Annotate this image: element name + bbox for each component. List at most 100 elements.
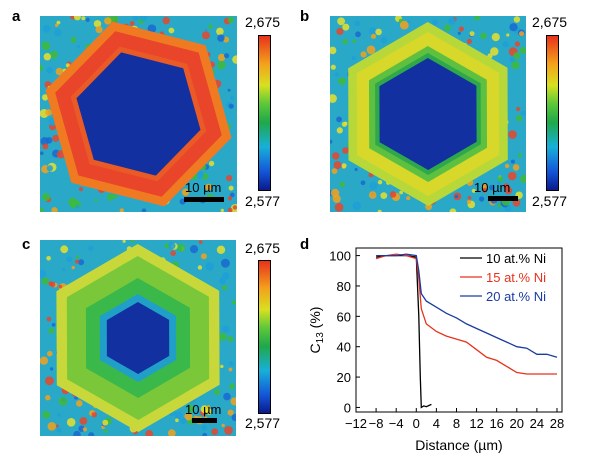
heatmap-speckle <box>141 208 147 212</box>
heatmap-speckle <box>514 41 520 47</box>
heatmap-speckle <box>375 28 382 36</box>
heatmap-speckle <box>220 258 230 268</box>
x-tick-label: 12 <box>469 416 483 431</box>
heatmap-speckle <box>231 300 236 305</box>
heatmap-speckle <box>78 187 84 192</box>
heatmap-speckle <box>466 199 472 204</box>
heatmap-speckle <box>338 77 346 86</box>
x-tick-label: −12 <box>345 416 367 431</box>
heatmap-speckle <box>467 195 472 200</box>
heatmap-speckle <box>216 60 226 70</box>
heatmap-speckle <box>342 38 348 45</box>
heatmap-speckle <box>507 171 517 181</box>
heatmap-speckle <box>509 56 516 63</box>
heatmap-speckle <box>55 23 59 27</box>
heatmap-speckle <box>330 94 337 103</box>
heatmap-speckle <box>337 17 345 26</box>
heatmap-speckle <box>40 269 47 279</box>
heatmap-speckle <box>76 400 83 407</box>
heatmap-speckle <box>79 417 88 425</box>
heatmap-speckle <box>216 245 226 254</box>
scale-bar-a <box>184 197 224 202</box>
heatmap-speckle <box>61 267 66 272</box>
y-axis-label: C13 (%) <box>307 307 326 354</box>
heatmap-speckle <box>232 205 237 210</box>
x-tick-label: −8 <box>369 416 384 431</box>
heatmap-speckle <box>49 367 54 371</box>
heatmap-speckle <box>511 61 520 70</box>
colorbar-b-max: 2,675 <box>532 14 568 30</box>
heatmap-speckle <box>41 277 50 285</box>
heatmap-speckle <box>81 16 86 21</box>
heatmap-speckle <box>220 208 224 212</box>
heatmap-speckle <box>399 190 403 195</box>
heatmap-speckle <box>218 277 227 285</box>
heatmap-core <box>106 302 170 374</box>
heatmap-speckle <box>228 103 234 109</box>
panel-letter-b: b <box>300 8 310 25</box>
x-tick-label: 8 <box>453 416 460 431</box>
colorbar-b <box>546 35 559 191</box>
heatmap-speckle <box>368 27 377 36</box>
heatmap-speckle <box>230 397 236 406</box>
heatmap-speckle <box>458 26 464 32</box>
heatmap-speckle <box>40 64 44 72</box>
scale-label-a: 10 µm <box>185 180 222 195</box>
heatmap-speckle <box>517 153 522 158</box>
heatmap-speckle <box>336 27 344 36</box>
heatmap-core <box>379 58 477 170</box>
heatmap-speckle <box>70 36 77 43</box>
heatmap-speckle <box>227 409 234 416</box>
heatmap-speckle <box>75 259 79 264</box>
heatmap-speckle <box>330 139 333 144</box>
heatmap-speckle <box>184 412 193 421</box>
heatmap-speckle <box>42 94 49 101</box>
heatmap-speckle <box>177 243 185 252</box>
heatmap-speckle <box>228 185 234 191</box>
heatmap-speckle <box>130 240 135 243</box>
scale-label-b: 10 µm <box>474 180 511 195</box>
heatmap-speckle <box>368 191 377 199</box>
heatmap-speckle <box>334 202 344 212</box>
heatmap-speckle <box>444 24 451 32</box>
heatmap-speckle <box>223 392 231 401</box>
heatmap-speckle <box>369 181 378 190</box>
heatmap-speckle <box>432 19 438 26</box>
scale-bar-c <box>192 418 217 423</box>
heatmap-speckle <box>202 432 208 436</box>
heatmap-speckle <box>75 255 80 259</box>
heatmap-speckle <box>138 16 148 22</box>
heatmap-speckle <box>45 376 54 386</box>
heatmap-speckle <box>52 134 60 142</box>
y-tick-label: 100 <box>329 249 351 264</box>
heatmap-speckle <box>330 64 336 70</box>
heatmap-speckle <box>341 121 347 127</box>
heatmap-b <box>330 16 526 212</box>
heatmap-speckle <box>336 116 342 123</box>
heatmap-speckle <box>227 336 234 342</box>
heatmap-speckle <box>228 367 233 372</box>
heatmap-speckle <box>490 47 499 56</box>
x-tick-label: 4 <box>433 416 440 431</box>
heatmap-core <box>76 52 201 176</box>
heatmap-speckle <box>516 106 521 112</box>
heatmap-speckle <box>85 17 90 22</box>
heatmap-speckle <box>40 207 44 212</box>
heatmap-speckle <box>102 419 109 426</box>
heatmap-speckle <box>224 426 233 435</box>
heatmap-speckle <box>509 23 518 32</box>
heatmap-speckle <box>174 411 183 419</box>
heatmap-speckle <box>377 180 383 185</box>
heatmap-speckle <box>201 425 207 431</box>
heatmap-speckle <box>341 163 347 169</box>
heatmap-speckle <box>366 45 376 55</box>
heatmap-speckle <box>175 418 179 423</box>
heatmap-speckle <box>208 24 213 29</box>
heatmap-speckle <box>508 130 517 139</box>
x-tick-label: 28 <box>550 416 564 431</box>
heatmap-speckle <box>42 410 51 419</box>
colorbar-a-min: 2,577 <box>245 193 281 209</box>
heatmap-speckle <box>503 183 510 190</box>
panel-letter-a: a <box>12 8 21 25</box>
heatmap-speckle <box>162 16 170 25</box>
